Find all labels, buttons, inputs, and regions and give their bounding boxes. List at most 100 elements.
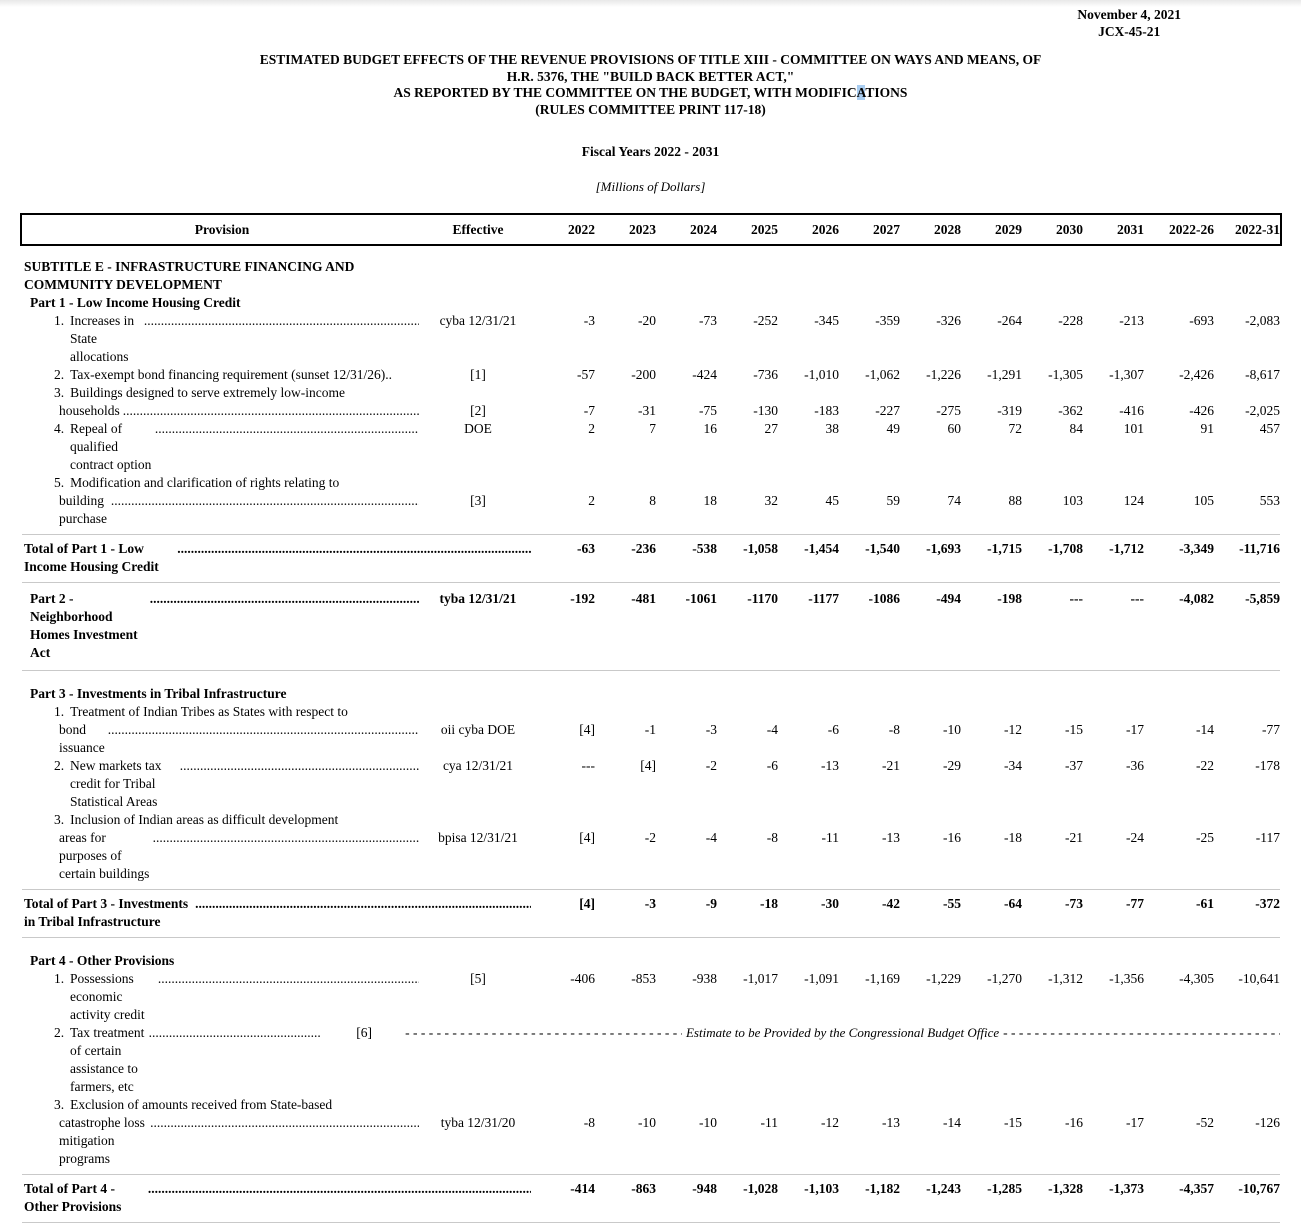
value-cell: -10,767 xyxy=(1238,1181,1280,1196)
column-header-2023: 2023 xyxy=(629,221,656,237)
item-row: households [2] -7 -31 -75 -130 -183 -227 -275 -31… xyxy=(22,402,1280,420)
title-line-3-post: TIONS xyxy=(865,85,908,100)
value-cell: -63 xyxy=(577,541,595,556)
value-cell: -1,091 xyxy=(804,971,839,986)
value-cell: 7 xyxy=(649,421,656,436)
column-header-2022-31: 2022-31 xyxy=(1235,221,1280,237)
item-row: 2. Tax-exempt bond financing requirement … xyxy=(22,366,1280,384)
page-top-shadow xyxy=(0,0,1301,7)
value-cell: 84 xyxy=(1069,421,1084,436)
value-cell: -1,169 xyxy=(865,971,900,986)
item-row: building purchase [3] 2 8 18 32 45 59 74 88 103 124… xyxy=(22,492,1280,528)
value-cell: -424 xyxy=(692,367,717,382)
fiscal-years-subtitle: Fiscal Years 2022 - 2031 xyxy=(581,144,720,159)
value-cell: -1,540 xyxy=(865,541,900,556)
value-cell: -4,305 xyxy=(1179,971,1214,986)
effective-cell: tyba 12/31/21 xyxy=(439,591,517,606)
value-cell: --- xyxy=(581,758,596,773)
item-label: areas for purposes of certain buildings xyxy=(22,829,422,883)
dash-leader xyxy=(405,1024,682,1042)
value-cell: -1,715 xyxy=(987,541,1022,556)
value-cell: -2 xyxy=(644,830,656,845)
effective-cell: [3] xyxy=(470,493,486,508)
document-date-block: November 4, 2021 JCX-45-21 xyxy=(1077,6,1181,40)
value-cell: -1,712 xyxy=(1109,541,1144,556)
value-cell: -73 xyxy=(1065,896,1083,911)
value-cell: 27 xyxy=(764,421,779,436)
value-cell: -4 xyxy=(705,830,717,845)
item-text: Inclusion of Indian areas as difficult d… xyxy=(70,812,339,827)
dot-leader xyxy=(111,492,419,510)
value-cell: -228 xyxy=(1058,313,1083,328)
value-cell: 18 xyxy=(703,493,718,508)
item-label: 2. Tax treatment of certain assistance to… xyxy=(22,1024,323,1096)
column-header-2024: 2024 xyxy=(690,221,717,237)
value-cell: 49 xyxy=(886,421,901,436)
value-cell: -4,082 xyxy=(1179,591,1214,606)
dot-leader xyxy=(149,1024,321,1042)
value-cell: -11 xyxy=(821,830,840,845)
value-cell: -1,182 xyxy=(865,1181,900,1196)
value-cell: -2 xyxy=(705,758,717,773)
item-text: Tax-exempt bond financing requirement (s… xyxy=(70,367,392,382)
value-cell: -948 xyxy=(692,1181,717,1196)
dash-leader xyxy=(1003,1024,1280,1042)
item-row: 1. Increases in State allocations cyba 12/… xyxy=(22,312,1280,366)
total-label-text: Total of Part 3 - Investments in Tribal … xyxy=(24,896,189,929)
value-cell: -10,641 xyxy=(1238,971,1280,986)
value-cell: -10 xyxy=(699,1115,717,1130)
item-text: Tax treatment of certain assistance to f… xyxy=(70,1025,145,1094)
column-header-2031: 2031 xyxy=(1117,221,1144,237)
item-number: 3. xyxy=(54,385,65,400)
item-number: 3. xyxy=(54,812,65,827)
item-number: 5. xyxy=(54,475,65,490)
value-cell: -1,373 xyxy=(1109,1181,1144,1196)
effective-cell: bpisa 12/31/21 xyxy=(438,830,518,845)
value-cell: -22 xyxy=(1196,758,1214,773)
value-cell: -372 xyxy=(1255,896,1280,911)
value-cell: -36 xyxy=(1126,758,1144,773)
item-number: 1. xyxy=(54,313,65,328)
dot-leader xyxy=(155,420,419,438)
section-heading: SUBTITLE E - INFRASTRUCTURE FINANCING AN… xyxy=(24,259,355,274)
dot-leader xyxy=(144,312,419,330)
value-cell: -693 xyxy=(1189,313,1214,328)
value-cell: -1 xyxy=(644,722,656,737)
value-cell: -736 xyxy=(753,367,778,382)
item-line: 5. Modification and clarification of righ… xyxy=(22,474,1280,492)
value-cell: -20 xyxy=(638,313,656,328)
value-cell: -8 xyxy=(766,830,778,845)
total-label-text: Total of Part 4 - Other Provisions xyxy=(24,1181,122,1214)
effective-cell: cya 12/31/21 xyxy=(442,758,514,773)
units-note: [Millions of Dollars] xyxy=(595,179,706,194)
value-cell: -8,617 xyxy=(1245,367,1280,382)
value-cell: -57 xyxy=(577,367,595,382)
part-total-row: Part 2 - Neighborhood Homes Investment A… xyxy=(22,583,1280,671)
item-row: areas for purposes of certain buildings b… xyxy=(22,829,1280,883)
value-cell: -1,307 xyxy=(1109,367,1144,382)
item-row: 4. Repeal of qualified contract option DOE… xyxy=(22,420,1280,474)
value-cell: -275 xyxy=(936,403,961,418)
document-number: JCX-45-21 xyxy=(1098,24,1161,39)
value-cell: 103 xyxy=(1062,493,1083,508)
value-cell: 60 xyxy=(947,421,962,436)
value-cell: -200 xyxy=(631,367,656,382)
table-header-row: Provision Effective 2022 2023 2024 2025 … xyxy=(20,213,1282,246)
value-cell: -6 xyxy=(766,758,778,773)
value-cell: -130 xyxy=(753,403,778,418)
item-line: 3. Inclusion of Indian areas as difficult… xyxy=(22,811,1280,829)
value-cell: -25 xyxy=(1196,830,1214,845)
value-cell: -264 xyxy=(997,313,1022,328)
item-text: building purchase xyxy=(59,493,107,526)
value-cell: -345 xyxy=(814,313,839,328)
dot-leader xyxy=(148,1180,531,1198)
item-text: Repeal of qualified contract option xyxy=(70,421,152,472)
value-cell: -18 xyxy=(760,896,778,911)
dot-leader xyxy=(123,402,419,420)
value-cell: -11 xyxy=(760,1115,779,1130)
part-label: Part 2 - Neighborhood Homes Investment A… xyxy=(22,590,422,662)
item-label: households xyxy=(22,402,422,420)
item-row: catastrophe loss mitigation programs tyba… xyxy=(22,1114,1280,1168)
value-cell: -13 xyxy=(821,758,839,773)
value-cell: -15 xyxy=(1065,722,1083,737)
